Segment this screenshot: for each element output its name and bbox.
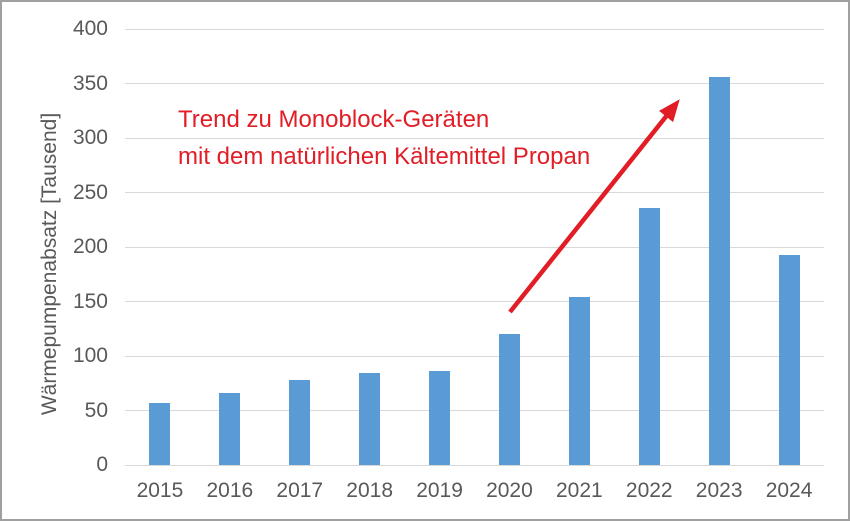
y-tick-label: 100	[72, 344, 108, 367]
x-tick-label: 2021	[555, 479, 603, 502]
y-axis-title: Wärmepumpenabsatz [Tausend]	[38, 112, 61, 416]
x-tick-label: 2020	[486, 479, 533, 502]
x-tick-label: 2016	[206, 479, 254, 502]
gridline	[125, 246, 824, 248]
y-tick-label: 250	[72, 180, 108, 204]
gridline	[125, 137, 824, 139]
bar-2022	[638, 207, 660, 465]
bar-2021	[568, 297, 590, 465]
bar-2019	[429, 371, 451, 465]
bar-2016	[219, 393, 241, 465]
y-tick-label: 150	[72, 289, 108, 313]
x-tick-label: 2017	[276, 479, 324, 502]
gridline	[125, 355, 824, 357]
gridline	[125, 28, 824, 30]
x-tick-label: 2019	[416, 479, 463, 502]
y-tick-label: 400	[72, 17, 108, 40]
x-tick-label: 2018	[346, 479, 393, 502]
plot-area	[125, 28, 824, 466]
trend-annotation: Trend zu Monoblock-Geräten mit dem natür…	[178, 101, 590, 175]
gridline	[125, 83, 824, 84]
y-tick-label: 200	[72, 235, 108, 258]
x-tick-label: 2023	[695, 479, 743, 502]
y-tick-label: 300	[72, 126, 108, 149]
bar-2015	[149, 402, 171, 465]
gridline	[125, 464, 824, 466]
annotation-line-2: mit dem natürlichen Kältemittel Propan	[178, 143, 591, 170]
y-tick-label: 50	[84, 398, 108, 422]
gridline	[125, 301, 824, 302]
annotation-line-1: Trend zu Monoblock-Geräten	[178, 106, 490, 133]
gridline	[125, 410, 824, 411]
bar-2024	[778, 254, 800, 465]
y-tick-label: 0	[96, 453, 108, 476]
bar-2018	[359, 373, 381, 465]
bar-2017	[289, 379, 311, 465]
x-tick-label: 2024	[765, 479, 813, 502]
bar-2023	[708, 76, 730, 465]
bar-2020	[498, 334, 520, 465]
y-tick-label: 350	[72, 71, 108, 95]
x-tick-label: 2015	[136, 479, 184, 502]
x-tick-label: 2022	[625, 479, 673, 502]
gridline	[125, 192, 824, 193]
